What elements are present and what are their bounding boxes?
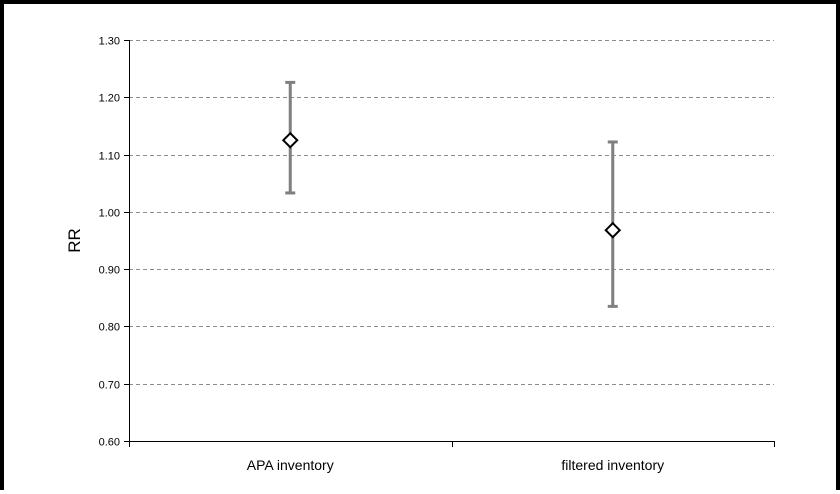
y-tick-label: 1.00 <box>99 208 120 220</box>
y-tick-label: 1.10 <box>99 151 120 163</box>
tick-labels: 0.60 0.70 0.80 0.90 1.00 1.10 1.20 1.30 APA inve… <box>99 36 665 474</box>
x-tick-label: APA inventory <box>247 457 334 473</box>
y-tick-label: 1.30 <box>99 36 120 48</box>
y-tick-label: 0.90 <box>99 265 120 277</box>
chart-svg: 0.60 0.70 0.80 0.90 1.00 1.10 1.20 1.30 APA inve… <box>65 36 775 474</box>
y-axis-title: RR <box>65 228 84 253</box>
data-series <box>281 80 622 308</box>
data-point-marker <box>604 221 622 239</box>
y-tick-label: 0.70 <box>99 380 120 392</box>
y-tick-label: 0.80 <box>99 322 120 334</box>
y-tick-label: 1.20 <box>99 93 120 105</box>
y-tick-label: 0.60 <box>99 437 120 449</box>
x-tick-label: filtered inventory <box>561 457 664 473</box>
data-point-marker <box>281 131 299 149</box>
axes <box>124 40 775 447</box>
gridlines <box>129 40 774 385</box>
